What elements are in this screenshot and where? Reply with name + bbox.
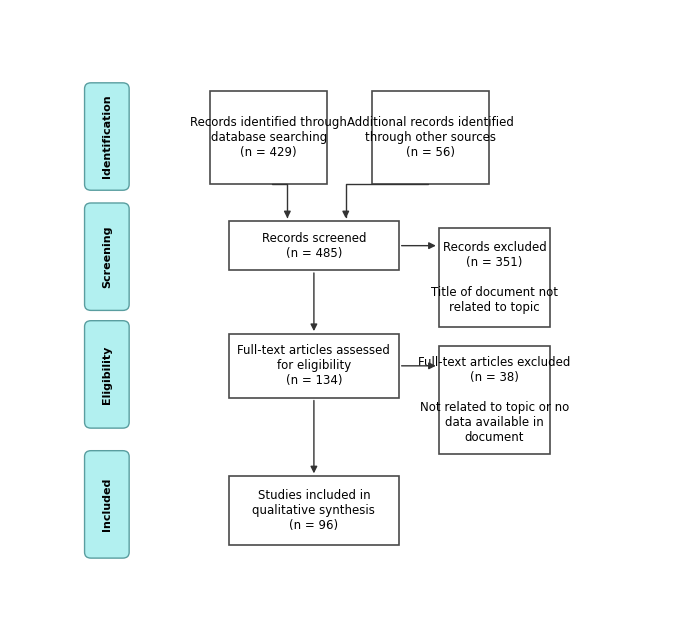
- FancyBboxPatch shape: [210, 91, 327, 184]
- Text: Full-text articles assessed
for eligibility
(n = 134): Full-text articles assessed for eligibil…: [238, 345, 390, 387]
- FancyBboxPatch shape: [229, 334, 399, 397]
- FancyBboxPatch shape: [84, 83, 129, 190]
- FancyBboxPatch shape: [84, 320, 129, 428]
- FancyBboxPatch shape: [438, 346, 550, 454]
- Text: Additional records identified
through other sources
(n = 56): Additional records identified through ot…: [347, 116, 514, 159]
- Text: Included: Included: [102, 478, 112, 531]
- Text: Full-text articles excluded
(n = 38)

Not related to topic or no
data available : Full-text articles excluded (n = 38) Not…: [419, 356, 571, 444]
- Text: Records screened
(n = 485): Records screened (n = 485): [262, 232, 366, 260]
- Text: Eligibility: Eligibility: [102, 345, 112, 404]
- Text: Identification: Identification: [102, 95, 112, 178]
- FancyBboxPatch shape: [229, 476, 399, 545]
- Text: Screening: Screening: [102, 225, 112, 288]
- FancyBboxPatch shape: [229, 221, 399, 270]
- FancyBboxPatch shape: [438, 229, 550, 327]
- FancyBboxPatch shape: [84, 203, 129, 310]
- Text: Studies included in
qualitative synthesis
(n = 96): Studies included in qualitative synthesi…: [253, 489, 375, 532]
- FancyBboxPatch shape: [373, 91, 489, 184]
- FancyBboxPatch shape: [84, 451, 129, 558]
- Text: Records identified through
database searching
(n = 429): Records identified through database sear…: [190, 116, 347, 159]
- Text: Records excluded
(n = 351)

Title of document not
related to topic: Records excluded (n = 351) Title of docu…: [431, 241, 558, 314]
